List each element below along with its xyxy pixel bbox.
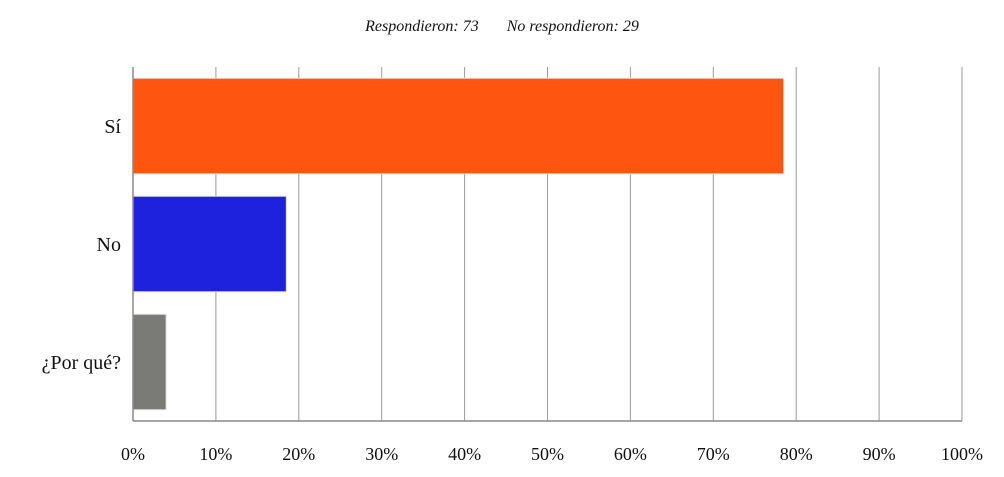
responded-count: Respondieron: 73 [365, 18, 479, 35]
category-label: Sí [104, 116, 121, 138]
bars [132, 77, 785, 411]
x-tick-label: 50% [531, 444, 564, 464]
x-tick-label: 90% [863, 444, 896, 464]
bar [132, 77, 785, 175]
x-tick-label: 30% [365, 444, 398, 464]
x-tick-label: 100% [941, 444, 983, 464]
category-label: ¿Por qué? [42, 352, 122, 374]
tick-labels: 0% 10% 20% 30% 40% 50% 60% 70% 80% 90% 100% [121, 444, 983, 464]
x-tick-label: 80% [780, 444, 813, 464]
x-tick-label: 20% [282, 444, 315, 464]
category-label: No [97, 234, 121, 256]
x-tick-label: 40% [448, 444, 481, 464]
x-tick-label: 70% [697, 444, 730, 464]
not-responded-count: No respondieron: 29 [506, 18, 639, 35]
response-summary: Respondieron: 73 No respondieron: 29 [0, 18, 1004, 36]
bar [132, 313, 167, 411]
x-tick-label: 60% [614, 444, 647, 464]
axes [132, 67, 962, 422]
x-tick-label: 10% [199, 444, 232, 464]
x-tick-label: 0% [121, 444, 145, 464]
category-labels: Sí No ¿Por qué? [42, 116, 122, 374]
bar [132, 195, 287, 293]
